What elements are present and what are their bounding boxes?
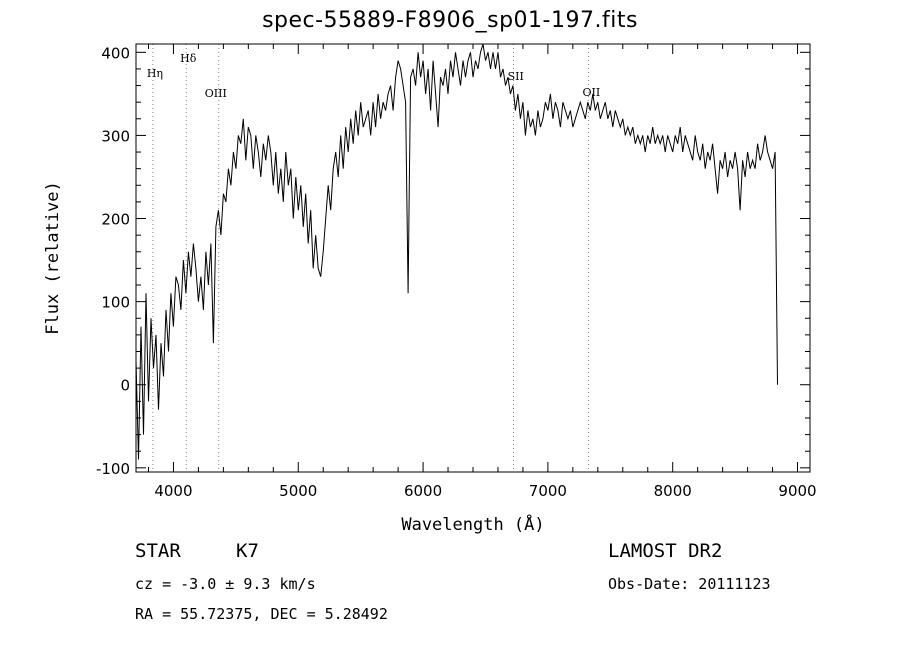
- y-tick-label: 200: [101, 211, 130, 229]
- chart-title: spec-55889-F8906_sp01-197.fits: [262, 8, 638, 33]
- y-tick-label: 400: [101, 44, 130, 62]
- object-subclass: K7: [236, 540, 259, 562]
- y-tick-label: 0: [120, 377, 130, 395]
- x-tick-label: 9000: [778, 482, 816, 500]
- line-marker-label: Hδ: [180, 52, 197, 65]
- x-tick-label: 7000: [529, 482, 567, 500]
- coordinates: RA = 55.72375, DEC = 5.28492: [135, 605, 388, 623]
- line-marker-label: SII: [508, 70, 524, 83]
- y-tick-label: 100: [101, 294, 130, 312]
- y-tick-label: 300: [101, 127, 130, 145]
- object-class: STAR: [135, 540, 181, 562]
- cz-value: cz = -3.0 ± 9.3 km/s: [135, 575, 316, 593]
- y-axis-label: Flux (relative): [43, 181, 63, 335]
- survey-label: LAMOST DR2: [608, 540, 723, 562]
- x-tick-label: 6000: [404, 482, 442, 500]
- x-tick-label: 4000: [154, 482, 192, 500]
- plot-frame: [135, 43, 811, 473]
- line-marker-label: OII: [582, 86, 600, 99]
- y-tick-label: -100: [96, 460, 130, 478]
- x-tick-label: 8000: [654, 482, 692, 500]
- line-marker-label: Hη: [147, 67, 163, 80]
- line-marker-label: OIII: [205, 87, 227, 100]
- obs-date: Obs-Date: 20111123: [608, 575, 771, 593]
- spectrum-line: [135, 43, 778, 460]
- x-axis-label: Wavelength (Å): [401, 513, 544, 535]
- x-tick-label: 5000: [279, 482, 317, 500]
